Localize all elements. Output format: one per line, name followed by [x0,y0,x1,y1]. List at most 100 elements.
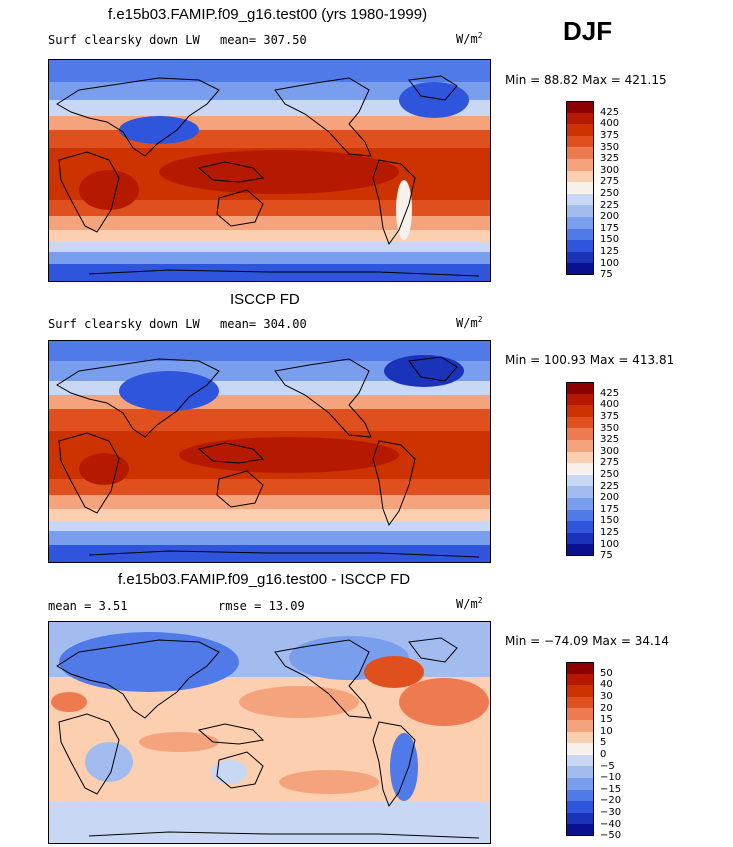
colorbar-swatch [566,801,594,814]
colorbar-tick-label: 300 [600,164,620,176]
colorbar-swatch [566,463,594,476]
panel-2-title: ISCCP FD [230,291,300,308]
colorbar-tick-label: 15 [600,714,613,726]
panel-3-colorbar: 50 40 30 20 15 10 5 0 −5 −10 −15 −20 −30 −40 −50 [566,662,646,841]
colorbar-swatch [566,240,594,253]
colorbar-tick-label: 150 [600,234,620,246]
colorbar-tick-label: 350 [600,141,620,153]
colorbar-tick-label: 30 [600,691,613,702]
panel-2-colorbar: 425 400 375 350 325 300 275 250 225 200 175 150 125 1… [566,382,646,561]
colorbar-tick-label: −50 [600,830,622,842]
colorbar-swatch [566,263,594,276]
panel-2-map [48,340,491,563]
panel-1-colorbar: 425 400 375 350 325 300 275 250 225 200 175 150 125 1… [566,101,646,280]
colorbar-swatch [566,521,594,534]
panel-2-minmax: Min = 100.93 Max = 413.81 [505,353,675,367]
colorbar-tick-label: 200 [600,492,620,504]
colorbar-tick-label: 375 [600,411,620,422]
colorbar-tick-label: 325 [600,434,620,446]
colorbar-swatch [566,474,594,487]
colorbar-swatch [566,766,594,779]
colorbar-swatch [566,124,594,137]
colorbar-swatch [566,228,594,241]
colorbar-swatch [566,135,594,148]
panel-1-variable-label: Surf clearsky down LW [48,33,200,47]
colorbar-swatch [566,393,594,406]
colorbar-tick-label: 250 [600,469,620,480]
colorbar-tick-label: 325 [600,153,620,165]
colorbar-tick-label: 375 [600,130,620,141]
colorbar-tick-label: 400 [600,399,620,411]
panel-3-map-svg [49,622,490,843]
colorbar-swatch [566,486,594,499]
panel-1-map [48,59,491,282]
colorbar-swatch [566,812,594,825]
colorbar-swatch [566,789,594,802]
panel-3-title: f.e15b03.FAMIP.f09_g16.test00 - ISCCP FD [118,571,411,588]
panel-2-units: W/m2 [456,315,483,330]
panel-1-units: W/m2 [456,31,483,46]
colorbar-swatch [566,754,594,767]
panel-3-minmax: Min = −74.09 Max = 34.14 [505,634,670,648]
colorbar-tick-label: 275 [600,457,620,469]
colorbar-tick-label: 75 [600,550,613,562]
colorbar-tick-label: 125 [600,246,620,257]
colorbar-tick-label: −10 [600,772,622,784]
panel-1-minmax: Min = 88.82 Max = 421.15 [505,73,667,87]
colorbar-tick-label: 425 [600,106,620,118]
panel-3-mean: mean = 3.51 [48,599,128,613]
colorbar-swatch [566,101,594,114]
colorbar-tick-label: 100 [600,257,620,269]
colorbar-tick-label: 225 [600,480,620,492]
panel-2-map-svg [49,341,490,562]
colorbar-swatch [566,112,594,125]
colorbar-tick-label: 425 [600,387,620,399]
colorbar-tick-label: 40 [600,679,613,691]
colorbar-swatch [566,544,594,557]
colorbar-tick-label: 50 [600,667,613,679]
panel-1-map-svg [49,60,490,281]
colorbar-swatch [566,673,594,686]
colorbar-swatch [566,440,594,453]
colorbar-tick-label: −30 [600,807,622,818]
colorbar-tick-label: 200 [600,211,620,223]
colorbar-tick-label: −5 [600,760,615,772]
colorbar-tick-label: 10 [600,725,613,737]
colorbar-tick-label: 175 [600,222,620,234]
colorbar-swatch [566,182,594,195]
panel-3-map [48,621,491,844]
colorbar-tick-label: 100 [600,538,620,550]
colorbar-tick-label: −40 [600,818,622,830]
colorbar-tick-label: 20 [600,702,613,714]
colorbar-swatch [566,696,594,709]
colorbar-swatch [566,720,594,733]
colorbar-tick-label: 150 [600,515,620,527]
colorbar-tick-label: 175 [600,503,620,515]
panel-2-mean: mean= 304.00 [220,317,307,331]
colorbar-swatch [566,217,594,230]
panel-3-rmse: rmse = 13.09 [218,599,305,613]
panel-2-variable-label: Surf clearsky down LW [48,317,200,331]
colorbar-swatch [566,416,594,429]
colorbar-swatch [566,662,594,675]
colorbar-swatch [566,147,594,160]
panel-3-units: W/m2 [456,596,483,611]
colorbar-swatch [566,731,594,744]
colorbar-swatch [566,498,594,511]
colorbar-swatch [566,159,594,172]
colorbar-tick-label: 400 [600,118,620,130]
colorbar-swatch [566,170,594,183]
colorbar-swatch [566,532,594,545]
colorbar-tick-label: 125 [600,527,620,538]
colorbar-tick-label: 75 [600,269,613,281]
colorbar-swatch [566,405,594,418]
colorbar-swatch [566,251,594,264]
colorbar-swatch [566,428,594,441]
panel-1-title: f.e15b03.FAMIP.f09_g16.test00 (yrs 1980-… [108,6,428,23]
colorbar-swatch [566,509,594,522]
colorbar-swatch [566,685,594,698]
colorbar-swatch [566,205,594,218]
colorbar-tick-label: 0 [600,749,607,760]
colorbar-tick-label: −20 [600,795,622,807]
colorbar-tick-label: 5 [600,737,607,749]
